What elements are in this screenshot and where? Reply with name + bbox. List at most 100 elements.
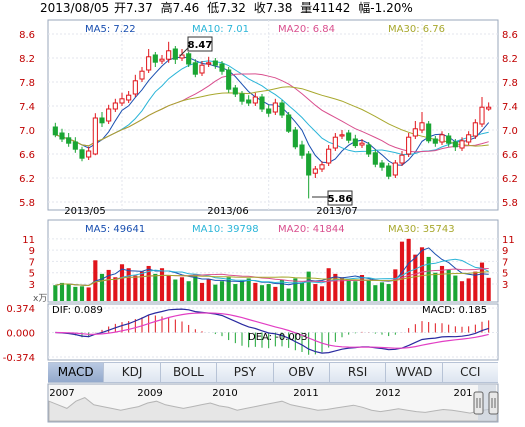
volume-bar	[279, 279, 285, 301]
volume-gridlines	[48, 238, 498, 285]
candle-body	[352, 138, 358, 147]
volume-bar	[86, 287, 91, 301]
candle-body	[466, 134, 472, 143]
volume-bar	[273, 286, 278, 301]
candle-body	[119, 98, 125, 104]
volume-bar	[419, 247, 425, 301]
volume-tick-right: 5	[502, 269, 508, 280]
price-tick-right: 6.6	[502, 150, 518, 161]
price-panel-frame	[47, 19, 499, 211]
volume-bar	[213, 284, 218, 301]
candle-body	[66, 137, 72, 144]
navigator-left-handle[interactable]	[473, 391, 484, 415]
candle-body	[312, 168, 318, 174]
navigator-right-handle[interactable]	[488, 391, 499, 415]
candle-body	[259, 96, 265, 110]
navigator-year-label: 2009	[137, 388, 162, 399]
quote-high-label: 高	[161, 0, 173, 15]
volume-bar	[166, 275, 171, 301]
price-tick-left: 6.6	[19, 150, 35, 161]
candle-body	[439, 134, 445, 143]
volume-bar	[139, 271, 145, 301]
tab-obv[interactable]: OBV	[274, 363, 330, 382]
candle-body	[192, 62, 198, 75]
tab-rsi[interactable]: RSI	[330, 363, 387, 382]
low-callout-value: 5.86	[328, 194, 353, 205]
candle-body	[479, 106, 485, 125]
volume-tick-left: 11	[22, 235, 35, 246]
tab-psy[interactable]: PSY	[217, 363, 274, 382]
volume-bar	[313, 284, 318, 301]
quote-line: 开7.37 高7.46 低7.32 收7.38 量41142 幅-1.20%	[114, 0, 413, 15]
volume-ma-legend-label: MA10: 39798	[192, 224, 259, 235]
candle-body	[126, 94, 132, 101]
high-callout-value: 8.47	[188, 40, 213, 51]
tab-kdj[interactable]: KDJ	[104, 363, 161, 382]
volume-bar	[453, 275, 458, 301]
candle-body	[246, 99, 252, 104]
candle-body	[346, 132, 352, 141]
volume-bar	[373, 285, 378, 301]
volume-bar	[319, 286, 325, 301]
volume-bar	[206, 279, 211, 301]
volume-bars	[53, 238, 491, 301]
volume-unit: x万	[33, 294, 47, 304]
volume-bar	[99, 273, 105, 301]
volume-tick-right: 9	[502, 246, 508, 257]
macd-macd-value: MACD: 0.185	[422, 305, 487, 316]
candle-body	[386, 165, 392, 177]
volume-bar	[486, 277, 491, 301]
price-tick-left: 6.2	[19, 174, 35, 185]
tab-macd[interactable]: MACD	[48, 363, 105, 382]
candle-body	[286, 114, 292, 132]
volume-bar	[146, 265, 151, 301]
candle-body	[132, 80, 138, 95]
volume-tick-left: 9	[29, 246, 35, 257]
low-callout: 5.86	[312, 190, 353, 206]
candle-body	[379, 162, 385, 168]
macd-gridlines	[48, 307, 498, 358]
tab-cci[interactable]: CCI	[460, 365, 481, 379]
candle-body	[166, 50, 172, 60]
volume-bar	[359, 275, 365, 301]
candle-body	[199, 64, 205, 74]
volume-bar	[459, 281, 465, 301]
volume-bar	[106, 269, 111, 301]
volume-bar	[53, 285, 58, 301]
volume-bar	[66, 284, 71, 301]
ma-legend-label: MA20: 6.84	[278, 24, 335, 35]
volume-bar	[413, 254, 418, 301]
price-tick-right: 8.2	[502, 54, 518, 65]
volume-bar	[366, 279, 371, 301]
volume-bar	[219, 281, 225, 301]
candle-body	[332, 136, 338, 149]
volume-bar	[293, 278, 298, 301]
candle-body	[139, 70, 145, 80]
price-tick-right: 6.2	[502, 174, 518, 185]
volume-tick-left: 5	[29, 269, 35, 280]
candle-body	[432, 138, 438, 144]
candle-body	[226, 69, 232, 90]
volume-bar	[239, 280, 245, 301]
quote-low-label: 低	[207, 1, 219, 15]
candle-body	[212, 60, 218, 66]
price-tick-right: 7.8	[502, 78, 518, 89]
candle-body	[146, 56, 152, 71]
candle-body	[299, 144, 305, 156]
tab-boll[interactable]: BOLL	[161, 363, 218, 382]
quote-change: -1.20%	[370, 1, 412, 15]
time-navigator[interactable]: 2007 2009 2010 2011 2012 201	[47, 383, 499, 423]
volume-bar	[113, 277, 118, 301]
navigator-year-label: 2012	[375, 388, 400, 399]
tab-wvad[interactable]: WVAD	[386, 363, 443, 382]
volume-y-ticks: 11 119 97 75 53 3	[22, 235, 514, 291]
volume-bar	[433, 272, 438, 301]
candle-body	[359, 142, 365, 146]
volume-bar	[253, 282, 258, 301]
candle-body	[406, 136, 412, 155]
price-ma-legend: MA5: 7.22 MA10: 7.01 MA20: 6.84 MA30: 6.76	[85, 24, 445, 35]
macd-dea-line	[55, 312, 489, 349]
